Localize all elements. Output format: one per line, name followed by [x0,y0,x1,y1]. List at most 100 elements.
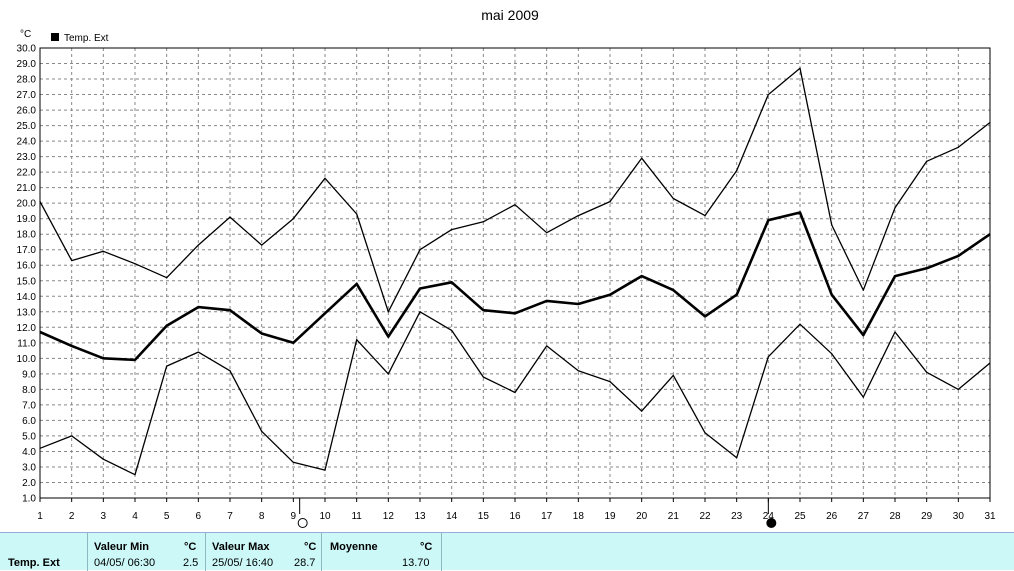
data-point-max [926,160,928,162]
data-point-min [39,447,41,449]
x-tick-label: 7 [227,511,233,522]
x-tick-label: 24 [763,511,775,522]
y-tick-label: 8.0 [22,385,36,396]
y-tick-label: 24.0 [17,137,37,148]
data-point-min [736,457,738,459]
data-point-min [451,329,453,332]
data-point-max [799,67,801,69]
data-point-max [894,207,896,209]
x-tick-label: 4 [132,511,138,522]
x-tick-label: 13 [414,511,426,522]
data-point-mean [482,309,484,311]
x-tick-label: 27 [858,511,870,522]
x-tick-label: 11 [351,511,362,522]
data-point-mean [324,312,326,314]
y-tick-label: 9.0 [22,369,36,380]
data-point-max [71,259,73,262]
data-point-min [71,435,73,437]
data-point-mean [926,267,928,269]
y-tick-label: 20.0 [17,199,37,210]
data-point-max [229,216,231,218]
y-tick-label: 16.0 [17,261,37,272]
data-point-min [862,396,864,398]
x-tick-label: 25 [794,511,806,522]
y-tick-label: 18.0 [17,230,37,241]
full-moon-icon [297,518,308,528]
data-point-max [641,157,643,159]
data-point-min [894,331,896,333]
data-point-mean [957,255,959,257]
data-point-max [514,204,516,206]
y-tick-label: 17.0 [17,245,37,256]
data-point-max [672,197,674,200]
stats-mean-unit: °C [420,541,433,553]
data-point-max [451,228,453,231]
x-tick-label: 1 [37,511,43,522]
x-tick-label: 23 [731,511,743,522]
data-point-mean [799,211,801,214]
data-point-min [324,469,326,471]
new-moon-icon [766,518,777,528]
data-point-mean [261,332,263,335]
data-point-max [292,218,294,220]
data-point-min [102,458,104,460]
stats-max-value: 28.7 [294,557,316,569]
axes: 1.0 2.0 3.0 4.0 5.0 6.0 7.0 8.0 9.0 10.0 11.0 12.0 1… [17,44,996,523]
data-point-mean [197,306,199,308]
data-point-max [356,213,358,215]
data-point-mean [831,294,833,296]
data-point-min [989,362,991,364]
stats-min-cell: Valeur Min °C 04/05/ 06:30 2.5 [88,533,206,571]
stats-mean-value: 13.70 [402,557,430,569]
data-point-mean [672,289,674,291]
data-point-mean [641,275,643,277]
x-tick-label: 26 [826,511,838,522]
data-point-max [134,263,136,265]
y-tick-label: 5.0 [22,431,36,442]
data-point-min [672,374,674,377]
grid [39,47,991,499]
x-tick-label: 15 [478,511,490,522]
temperature-chart: mai 2009 °C Temp. Ext 1.0 2.0 3.0 4.0 5.0 6.0… [17,7,996,528]
data-point-min [197,351,199,353]
x-tick-label: 20 [636,511,648,522]
data-point-min [799,323,801,325]
data-point-max [261,244,263,246]
x-tick-label: 5 [164,511,170,522]
x-tick-label: 2 [69,511,75,522]
x-tick-label: 28 [889,511,901,522]
data-point-mean [736,294,738,296]
data-point-max [419,249,421,251]
data-point-min [577,370,579,372]
y-tick-label: 10.0 [17,354,37,365]
data-point-mean [862,334,864,336]
stats-max-date: 25/05/ 16:40 [212,557,274,569]
y-tick-label: 23.0 [17,152,37,163]
data-point-min [356,339,358,341]
data-point-min [831,353,833,355]
y-tick-label: 15.0 [17,276,37,287]
y-tick-label: 6.0 [22,416,36,427]
stats-bar: Temp. Ext Valeur Min °C 04/05/ 06:30 2.5… [0,532,1014,571]
y-tick-label: 30.0 [17,44,37,55]
x-tick-label: 30 [953,511,965,522]
y-tick-label: 1.0 [22,494,36,505]
y-tick-label: 22.0 [17,168,37,179]
x-tick-label: 18 [573,511,585,522]
x-tick-label: 19 [604,511,616,522]
data-point-mean [387,336,389,338]
y-tick-label: 29.0 [17,59,37,70]
data-point-min [419,311,421,313]
plot-frame [39,47,991,499]
data-point-min [957,388,959,390]
stats-min-header: Valeur Min [94,541,150,553]
x-tick-label: 8 [259,511,265,522]
data-point-min [387,373,389,375]
x-tick-label: 31 [984,511,996,522]
data-point-max [324,177,326,179]
data-point-mean [229,309,231,311]
data-point-max [767,93,769,96]
y-tick-label: 12.0 [17,323,37,334]
stats-max-cell: Valeur Max °C 25/05/ 16:40 28.7 [206,533,322,571]
stats-mean-header: Moyenne [330,541,378,553]
